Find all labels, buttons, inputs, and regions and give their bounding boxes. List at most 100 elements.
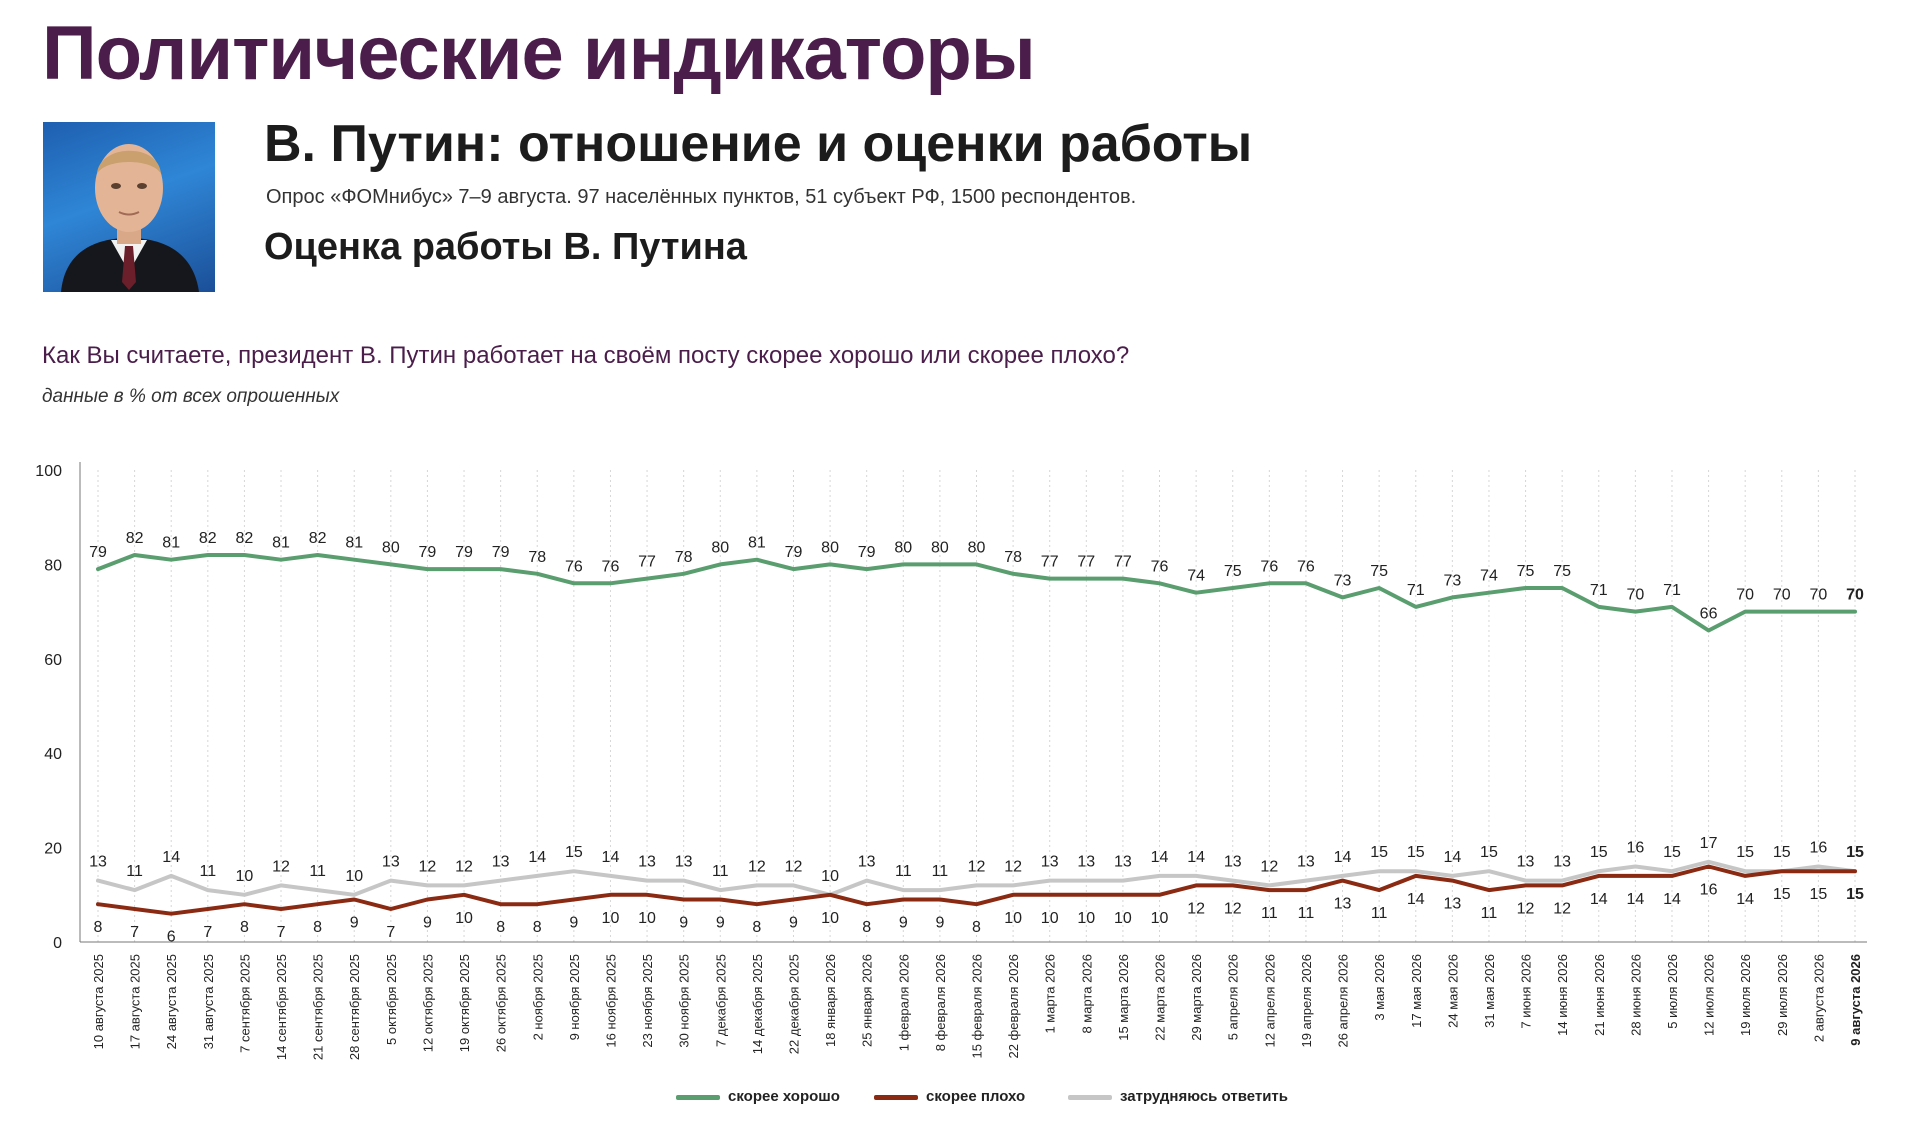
data-label: 13 xyxy=(1297,854,1315,871)
data-label: 71 xyxy=(1663,582,1681,599)
data-label: 15 xyxy=(1480,844,1498,861)
legend-swatch xyxy=(676,1094,720,1100)
data-label: 9 xyxy=(679,915,688,932)
data-label: 12 xyxy=(1004,858,1022,875)
data-label: 13 xyxy=(1553,854,1571,871)
data-label: 13 xyxy=(382,854,400,871)
x-tick-label: 12 июля 2026 xyxy=(1702,954,1717,1036)
data-label: 70 xyxy=(1773,587,1791,604)
data-label: 15 xyxy=(1663,844,1681,861)
data-label: 12 xyxy=(785,858,803,875)
data-label: 81 xyxy=(345,535,363,552)
data-label: 10 xyxy=(821,910,839,927)
x-tick-label: 9 ноября 2025 xyxy=(567,954,582,1040)
legend-label: скорее хорошо xyxy=(728,1088,840,1105)
data-label: 75 xyxy=(1553,563,1571,580)
data-label: 10 xyxy=(602,910,620,927)
data-label: 6 xyxy=(167,929,176,946)
data-label: 14 xyxy=(1663,891,1681,908)
survey-info: Опрос «ФОМнибус» 7–9 августа. 97 населён… xyxy=(266,186,1137,208)
data-label: 10 xyxy=(821,868,839,885)
data-label: 10 xyxy=(638,910,656,927)
data-label: 77 xyxy=(638,554,656,571)
data-label: 7 xyxy=(277,924,286,941)
data-label: 11 xyxy=(1371,905,1388,922)
data-label: 12 xyxy=(1517,900,1535,917)
portrait-illustration xyxy=(61,144,199,292)
data-label: 82 xyxy=(309,530,327,547)
data-label: 13 xyxy=(492,854,510,871)
data-label: 74 xyxy=(1187,568,1205,585)
data-label: 8 xyxy=(972,919,981,936)
series-line xyxy=(96,859,1857,897)
legend-label: скорее плохо xyxy=(926,1088,1026,1105)
data-label: 80 xyxy=(968,539,986,556)
data-label: 76 xyxy=(565,558,583,575)
x-tick-label: 17 августа 2025 xyxy=(128,954,143,1049)
x-tick-label: 5 октября 2025 xyxy=(384,954,399,1045)
data-label: 13 xyxy=(1077,854,1095,871)
data-label: 15 xyxy=(1407,844,1425,861)
data-label: 80 xyxy=(711,539,729,556)
x-tick-label: 12 октября 2025 xyxy=(420,954,435,1052)
data-label: 8 xyxy=(240,919,249,936)
data-label: 12 xyxy=(455,858,473,875)
data-label: 11 xyxy=(309,863,326,880)
data-label: 11 xyxy=(895,863,912,880)
x-tick-label: 30 ноября 2025 xyxy=(677,954,692,1048)
data-label: 8 xyxy=(313,919,322,936)
data-label: 13 xyxy=(1224,854,1242,871)
y-tick-label: 0 xyxy=(53,935,62,952)
data-label: 9 xyxy=(423,915,432,932)
survey-question: Как Вы считаете, президент В. Путин рабо… xyxy=(42,342,1130,369)
data-label: 11 xyxy=(1261,905,1278,922)
data-label: 10 xyxy=(455,910,473,927)
data-label: 80 xyxy=(382,539,400,556)
data-label: 79 xyxy=(419,544,437,561)
data-label: 12 xyxy=(272,858,290,875)
data-label: 14 xyxy=(1443,849,1461,866)
data-label: 11 xyxy=(932,863,949,880)
x-tick-label: 28 сентября 2025 xyxy=(347,954,362,1060)
data-label: 9 xyxy=(899,915,908,932)
data-label: 80 xyxy=(821,539,839,556)
data-label: 15 xyxy=(1809,886,1827,903)
x-tick-label: 31 мая 2026 xyxy=(1482,954,1497,1028)
data-label: 16 xyxy=(1809,839,1827,856)
x-tick-label: 29 июля 2026 xyxy=(1775,954,1790,1036)
data-label: 14 xyxy=(1626,891,1644,908)
data-label: 70 xyxy=(1626,587,1644,604)
data-label: 66 xyxy=(1700,605,1718,622)
x-tick-label: 16 ноября 2025 xyxy=(603,954,618,1048)
data-label: 10 xyxy=(1041,910,1059,927)
page-title: Политические индикаторы xyxy=(42,11,1036,96)
data-label: 15 xyxy=(1370,844,1388,861)
data-label: 8 xyxy=(533,919,542,936)
data-label: 76 xyxy=(602,558,620,575)
x-tick-label: 12 апреля 2026 xyxy=(1262,954,1277,1048)
data-label: 16 xyxy=(1626,839,1644,856)
x-tick-label: 5 апреля 2026 xyxy=(1226,954,1241,1040)
data-label: 76 xyxy=(1151,558,1169,575)
line-chart: 0 20 40 60 80 100 10 августа 2025 17 августа 20… xyxy=(35,462,1867,1060)
data-label: 12 xyxy=(968,858,986,875)
legend-swatch xyxy=(1068,1094,1112,1100)
x-tick-label: 8 марта 2026 xyxy=(1079,954,1094,1034)
data-label: 77 xyxy=(1077,554,1095,571)
data-note: данные в % от всех опрошенных xyxy=(42,386,340,407)
data-label: 10 xyxy=(345,868,363,885)
data-label: 10 xyxy=(1114,910,1132,927)
data-label: 79 xyxy=(89,544,107,561)
data-label: 9 xyxy=(569,915,578,932)
data-label: 78 xyxy=(675,549,693,566)
data-label: 7 xyxy=(203,924,212,941)
y-tick-label: 100 xyxy=(35,463,62,480)
x-tick-label: 5 июля 2026 xyxy=(1665,954,1680,1029)
data-label: 70 xyxy=(1809,587,1827,604)
data-label: 77 xyxy=(1041,554,1059,571)
data-label: 81 xyxy=(748,535,766,552)
x-tick-label: 7 июня 2026 xyxy=(1519,954,1534,1029)
data-label: 81 xyxy=(272,535,290,552)
x-tick-label: 1 февраля 2026 xyxy=(896,954,911,1051)
data-label: 8 xyxy=(752,919,761,936)
